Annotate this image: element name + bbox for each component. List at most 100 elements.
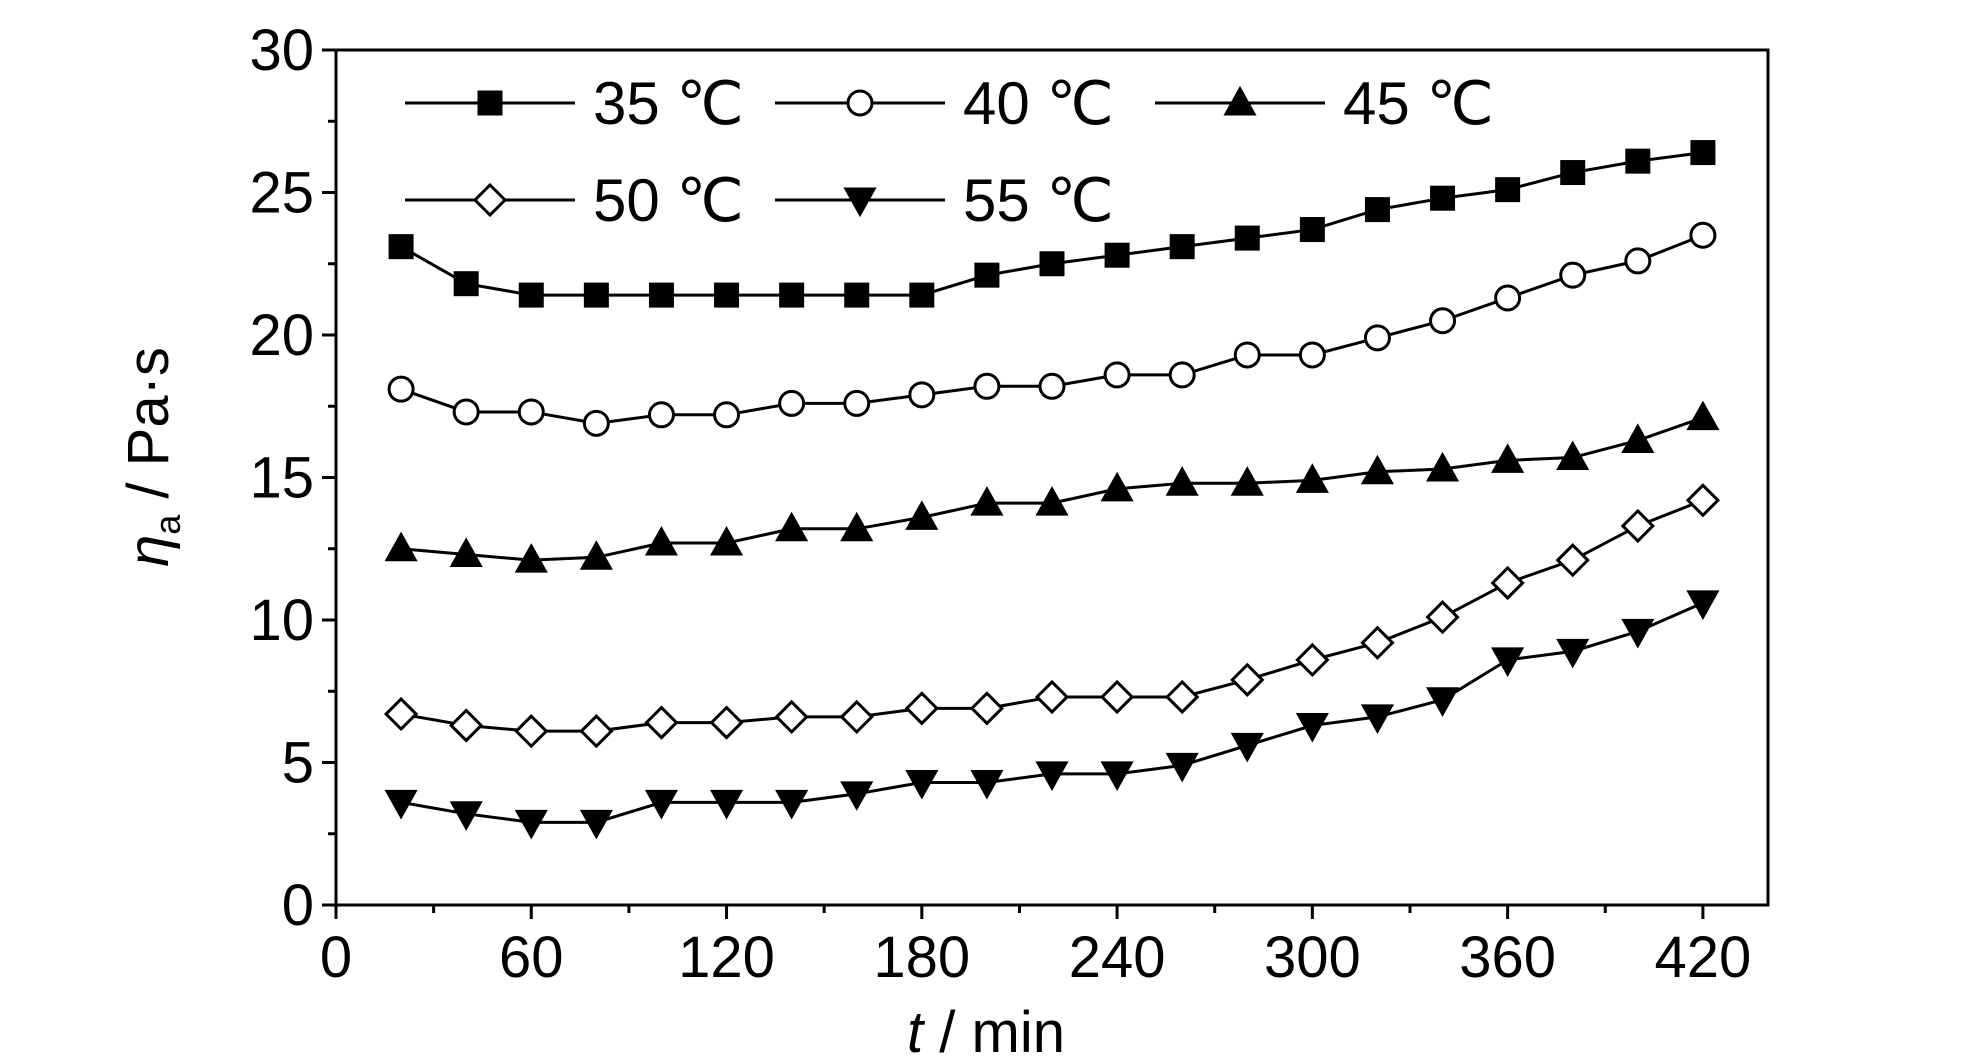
y-tick-label: 30 [249, 18, 314, 83]
data-point [974, 262, 1000, 288]
y-axis-title-unit: / Pa·s [116, 347, 181, 515]
data-point [1686, 400, 1720, 431]
data-point [1360, 454, 1395, 485]
data-point [905, 500, 939, 530]
data-point [1686, 590, 1720, 620]
data-point [1620, 508, 1655, 544]
data-point [1233, 341, 1261, 369]
data-point [970, 486, 1004, 516]
data-point [1165, 679, 1200, 715]
data-point [449, 708, 484, 743]
data-point [1685, 483, 1721, 518]
series-5 [384, 590, 1720, 840]
data-point [774, 699, 809, 735]
data-point [713, 401, 741, 429]
x-tick-label: 420 [1655, 925, 1752, 990]
data-point [579, 540, 613, 570]
series-layer [383, 140, 1721, 840]
data-point [1100, 761, 1134, 791]
data-point [1363, 324, 1391, 352]
legend-item: 45 ℃ [1155, 70, 1494, 137]
legend-label: 50 ℃ [593, 167, 744, 234]
data-point [970, 769, 1004, 800]
data-point [518, 282, 544, 308]
data-point [1364, 197, 1390, 223]
data-point [709, 789, 744, 820]
data-point [1690, 140, 1716, 166]
data-point [449, 801, 483, 831]
data-point [840, 511, 874, 542]
legend: 35 ℃ 40 ℃ 45 ℃ 50 ℃ 55 ℃ [405, 70, 1494, 234]
data-point [384, 531, 418, 562]
data-point [1429, 307, 1457, 335]
x-tick-label: 120 [678, 925, 775, 990]
data-point [844, 282, 870, 308]
data-point [1295, 463, 1329, 493]
data-point [1555, 543, 1590, 578]
data-point [1689, 221, 1717, 249]
y-axis-title: ηa / Pa·s [116, 347, 188, 567]
data-point [904, 691, 939, 726]
data-point [647, 401, 675, 429]
data-point [1624, 247, 1652, 275]
data-point [1494, 284, 1522, 312]
data-point [1556, 638, 1590, 669]
data-point [453, 271, 479, 297]
legend-label: 35 ℃ [593, 70, 744, 137]
data-point [1169, 234, 1195, 260]
legend-item: 50 ℃ [405, 167, 744, 234]
data-point [1038, 372, 1066, 400]
data-point [1425, 687, 1460, 717]
data-point [1360, 704, 1395, 734]
data-point [1299, 217, 1325, 243]
x-axis-title-unit: / min [923, 1000, 1065, 1063]
data-point [1295, 642, 1330, 678]
series-1 [388, 140, 1716, 308]
x-tick-label: 360 [1459, 925, 1556, 990]
data-point [1295, 712, 1329, 743]
x-tick-label: 60 [499, 925, 564, 990]
legend-item: 35 ℃ [405, 70, 744, 137]
data-point [514, 543, 548, 573]
legend-marker [1223, 85, 1257, 116]
data-point [383, 696, 419, 732]
data-point [648, 282, 674, 308]
data-point [1491, 647, 1525, 677]
data-point [1621, 618, 1655, 649]
data-point [1625, 148, 1651, 174]
data-point [1034, 679, 1070, 715]
y-tick-label: 10 [249, 588, 314, 653]
legend-marker [846, 89, 874, 117]
data-point [1230, 466, 1264, 496]
data-point [582, 409, 610, 437]
x-axis-title: t / min [907, 1000, 1065, 1063]
data-point [1230, 732, 1264, 763]
legend-label: 45 ℃ [1343, 70, 1494, 137]
series-2 [387, 221, 1717, 437]
data-point [1035, 486, 1069, 516]
data-point [583, 282, 609, 308]
data-point [709, 705, 744, 740]
data-point [840, 781, 874, 811]
data-point [908, 381, 936, 409]
data-point [905, 769, 939, 800]
data-point [1103, 361, 1131, 389]
x-tick-label: 180 [873, 925, 970, 990]
data-point [1168, 361, 1196, 389]
y-axis-title-symbol: η [116, 535, 181, 567]
data-point [644, 525, 679, 556]
data-point [1621, 423, 1655, 453]
data-point [1490, 565, 1525, 601]
x-tick-label: 0 [320, 925, 352, 990]
axes: 0 60 120 180 240 300 360 420 0 5 10 15 20 25 30 [249, 18, 1770, 990]
data-point [1234, 225, 1260, 251]
data-point [1035, 761, 1069, 791]
series-4 [383, 483, 1721, 749]
data-point [1491, 443, 1525, 473]
data-point [579, 714, 614, 749]
data-point [775, 789, 809, 820]
data-point [1039, 251, 1065, 277]
data-point [452, 398, 480, 426]
data-point [1425, 600, 1460, 635]
data-point [514, 809, 548, 840]
